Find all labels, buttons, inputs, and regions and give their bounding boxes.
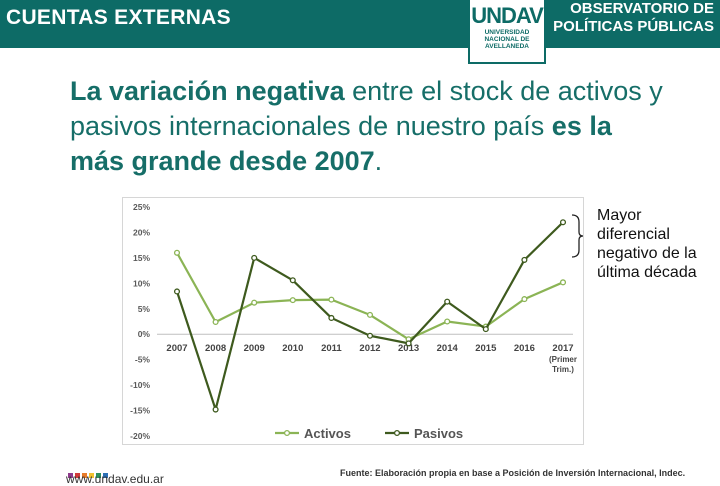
data-point-activos xyxy=(366,311,374,318)
data-point-activos xyxy=(444,318,451,325)
y-tick-label: -10% xyxy=(130,380,150,390)
legend-label-activos: Activos xyxy=(304,426,351,441)
brand-dot xyxy=(75,473,80,478)
observatory-title: OBSERVATORIO DE POLÍTICAS PÚBLICAS xyxy=(553,0,714,36)
x-tick-label: 2012 xyxy=(359,343,380,354)
data-point-activos xyxy=(173,249,181,256)
headline-bold-2: es la más grande desde 2007 xyxy=(70,111,612,176)
brand-dots xyxy=(68,465,110,483)
chart-container: -20% -15% -10% -5% 0% 5% 10% 15% 20% 25% 2007 2008 2… xyxy=(122,197,584,445)
data-point-activos xyxy=(559,279,567,286)
y-tick-label: -15% xyxy=(130,406,150,416)
data-point-pasivos xyxy=(366,332,374,339)
y-tick-label: -5% xyxy=(135,355,151,365)
observatory-title-line1: OBSERVATORIO DE xyxy=(570,0,714,17)
data-point-pasivos xyxy=(559,219,567,226)
y-tick-label: 25% xyxy=(133,202,150,212)
legend-marker-pasivos xyxy=(393,429,401,437)
x-tick-label: 2015 xyxy=(475,343,497,354)
headline: La variación negativa entre el stock de … xyxy=(70,74,670,179)
x-tick-label: 2009 xyxy=(244,343,265,354)
y-tick-label: 15% xyxy=(133,253,150,263)
data-point-pasivos xyxy=(405,340,412,347)
logo-mark: UNDAV xyxy=(471,3,544,28)
y-tick-label: 5% xyxy=(138,304,151,314)
data-point-pasivos xyxy=(251,254,258,261)
legend-label-pasivos: Pasivos xyxy=(414,426,463,441)
annotation-line-2: diferencial xyxy=(597,226,670,243)
data-point-pasivos xyxy=(173,288,181,295)
brand-dot xyxy=(89,473,94,478)
data-point-activos xyxy=(212,318,219,326)
headline-text-1: entre el stock de activos y pasivos inte… xyxy=(70,76,663,141)
data-point-pasivos xyxy=(212,406,219,413)
headline-bold-1: La variación negativa xyxy=(70,76,345,106)
data-point-pasivos xyxy=(444,298,451,305)
x-tick-label: 2017 xyxy=(552,343,573,354)
x-tick-sublabel: (Primer xyxy=(549,355,577,364)
data-point-activos xyxy=(251,299,258,306)
annotation-bracket xyxy=(571,214,584,258)
line-chart: -20% -15% -10% -5% 0% 5% 10% 15% 20% 25% 2007 2008 2… xyxy=(130,202,577,441)
data-point-activos xyxy=(521,296,528,303)
observatory-title-line2: POLÍTICAS PÚBLICAS xyxy=(553,18,714,35)
logo-subtitle: UNIVERSIDAD NACIONAL DE AVELLANEDA xyxy=(484,29,530,50)
legend-marker-activos xyxy=(283,429,291,437)
annotation-line-4: última década xyxy=(597,264,697,281)
header-bar: CUENTAS EXTERNAS OBSERVATORIO DE POLÍTIC… xyxy=(0,0,720,48)
data-point-activos xyxy=(289,297,296,304)
y-tick-label: 0% xyxy=(138,329,151,339)
y-tick-label: -20% xyxy=(130,431,150,441)
data-point-pasivos xyxy=(289,277,296,284)
brand-dot xyxy=(103,473,108,478)
data-point-activos xyxy=(328,296,335,303)
brand-dot xyxy=(82,473,87,478)
data-point-pasivos xyxy=(328,314,335,321)
x-tick-label: 2010 xyxy=(282,343,303,354)
x-tick-label: 2008 xyxy=(205,343,226,354)
x-tick-label: 2007 xyxy=(166,343,187,354)
chart-annotation: Mayor diferencial negativo de la última … xyxy=(597,206,697,282)
section-title: CUENTAS EXTERNAS xyxy=(6,6,231,29)
y-tick-label: 20% xyxy=(133,227,150,237)
brand-dot xyxy=(68,473,73,478)
data-point-pasivos xyxy=(521,256,528,263)
annotation-line-1: Mayor xyxy=(597,207,642,224)
annotation-line-3: negativo de la xyxy=(597,245,697,262)
x-tick-label: 2016 xyxy=(514,343,535,354)
x-tick-label: 2013 xyxy=(398,343,419,354)
footer-source: Fuente: Elaboración propia en base a Pos… xyxy=(340,468,686,478)
x-tick-sublabel: Trim.) xyxy=(552,365,574,374)
y-tick-label: 10% xyxy=(133,278,150,288)
data-point-pasivos xyxy=(482,326,489,333)
brand-dot xyxy=(96,473,101,478)
headline-text-2: . xyxy=(374,146,383,176)
university-logo: UNDAV UNIVERSIDAD NACIONAL DE AVELLANEDA xyxy=(468,0,546,64)
x-tick-label: 2011 xyxy=(321,343,342,354)
x-tick-label: 2014 xyxy=(437,343,459,354)
footer-url[interactable]: www.undav.edu.ar xyxy=(66,472,164,486)
